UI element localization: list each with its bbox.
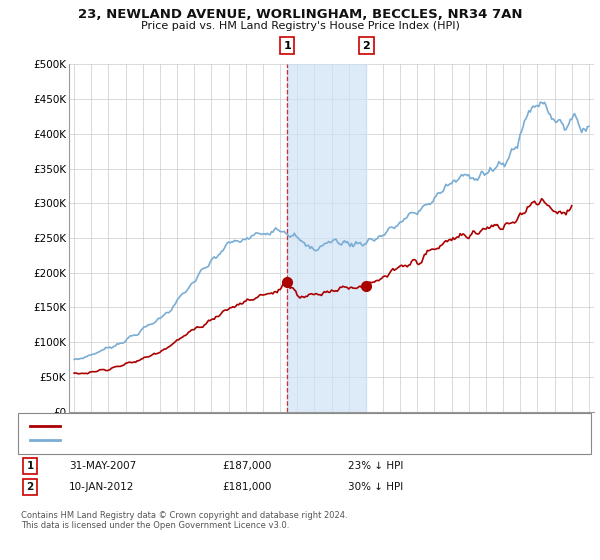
Text: 1: 1 [283,40,291,50]
Text: 10-JAN-2012: 10-JAN-2012 [69,482,134,492]
Text: HPI: Average price, detached house, East Suffolk: HPI: Average price, detached house, East… [66,435,305,445]
Text: 23, NEWLAND AVENUE, WORLINGHAM, BECCLES, NR34 7AN (detached house): 23, NEWLAND AVENUE, WORLINGHAM, BECCLES,… [66,421,449,431]
Text: 31-MAY-2007: 31-MAY-2007 [69,461,136,471]
Text: Price paid vs. HM Land Registry's House Price Index (HPI): Price paid vs. HM Land Registry's House … [140,21,460,31]
Text: 23% ↓ HPI: 23% ↓ HPI [348,461,403,471]
Bar [287,64,367,412]
Text: £181,000: £181,000 [222,482,271,492]
Text: 2: 2 [362,40,370,50]
Text: 30% ↓ HPI: 30% ↓ HPI [348,482,403,492]
Text: Contains HM Land Registry data © Crown copyright and database right 2024.
This d: Contains HM Land Registry data © Crown c… [21,511,347,530]
Text: 23, NEWLAND AVENUE, WORLINGHAM, BECCLES, NR34 7AN: 23, NEWLAND AVENUE, WORLINGHAM, BECCLES,… [78,8,522,21]
Text: 1: 1 [26,461,34,471]
Text: 2: 2 [26,482,34,492]
Text: £187,000: £187,000 [222,461,271,471]
